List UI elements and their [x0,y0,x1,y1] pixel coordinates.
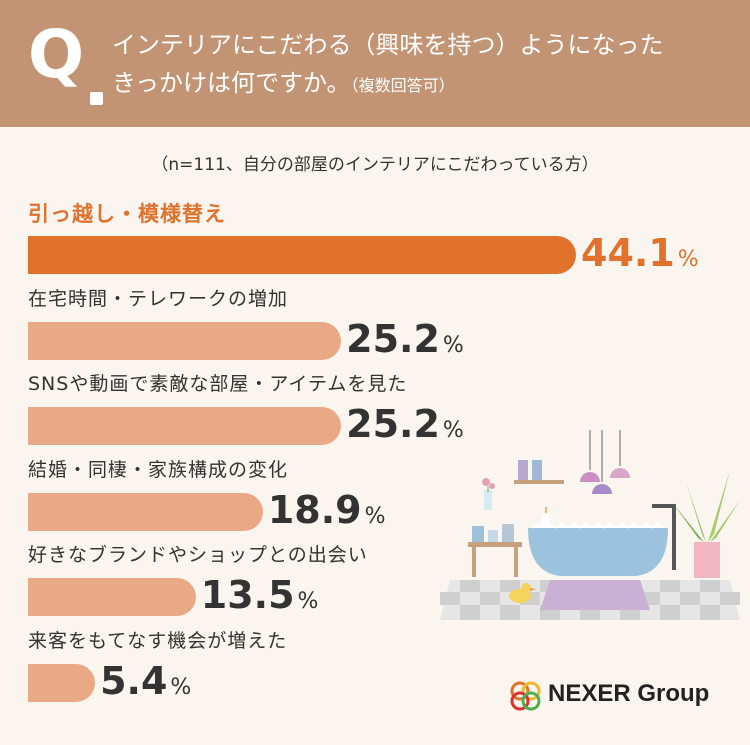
category-label: 好きなブランドやショップとの出会い [28,544,368,566]
value-label: 5.4% [100,662,191,700]
question-header: Q インテリアにこだわる（興味を持つ）ようになった きっかけは何ですか。（複数回… [0,0,750,127]
value-unit: % [297,589,319,614]
bar [28,663,96,702]
bar [28,492,263,531]
value-number: 25.2 [346,316,440,361]
q-mark: Q [28,18,108,108]
value-label: 13.5% [201,576,319,614]
hanging-lamps [580,430,630,494]
value-number: 44.1 [581,231,675,275]
bar [28,407,342,445]
bathtub [528,528,668,576]
category-label: 来客をもてなす機会が増えた [28,629,288,652]
bath-mat [540,580,650,610]
category-label: 在宅時間・テレワークの増加 [28,287,289,310]
brand-name: NEXER Group [548,680,710,707]
question-text: インテリアにこだわる（興味を持つ）ようになった きっかけは何ですか。（複数回答可… [112,26,664,105]
question-note: （複数回答可） [350,76,455,95]
value-unit: % [677,247,699,272]
value-number: 5.4 [100,658,168,703]
bar [28,578,196,616]
nexer-logo-mark [510,681,541,711]
candle [542,507,550,528]
question-line-2: きっかけは何ですか。（複数回答可） [112,64,664,105]
category-label: SNSや動画で素敵な部屋・アイテムを見た [28,373,408,395]
value-unit: % [364,503,386,529]
potted-plant [672,470,740,578]
rubber-duck [509,583,536,603]
flower-vase [482,478,495,510]
question-line-1: インテリアにこだわる（興味を持つ）ようになった [112,31,664,59]
bath-foam [531,523,665,529]
value-number: 18.9 [267,487,362,532]
category-label: 結婚・同棲・家族構成の変化 [28,458,289,481]
faucet [672,504,676,570]
value-unit: % [442,418,464,443]
faucet-spout [652,504,676,508]
value-number: 25.2 [346,402,440,446]
wall-shelf [514,460,564,484]
bathroom-illustration [440,430,740,620]
value-label: 18.9% [268,491,386,529]
value-label: 25.2% [346,405,464,443]
bar [28,236,576,274]
category-label: 引っ越し・模様替え [28,202,226,226]
question-line-2-text: きっかけは何ですか。 [112,69,351,97]
nexer-logo: NEXER Group [508,678,738,714]
value-label: 44.1% [581,234,699,272]
q-letter: Q [28,16,84,93]
bar [28,321,342,360]
q-dot [90,92,103,105]
sample-note: （n=111、自分の部屋のインテリアにこだわっている方） [151,155,599,175]
value-unit: % [442,332,464,358]
value-label: 25.2% [346,320,464,358]
side-table [468,524,522,577]
value-unit: % [170,674,192,700]
value-number: 13.5 [200,573,295,617]
